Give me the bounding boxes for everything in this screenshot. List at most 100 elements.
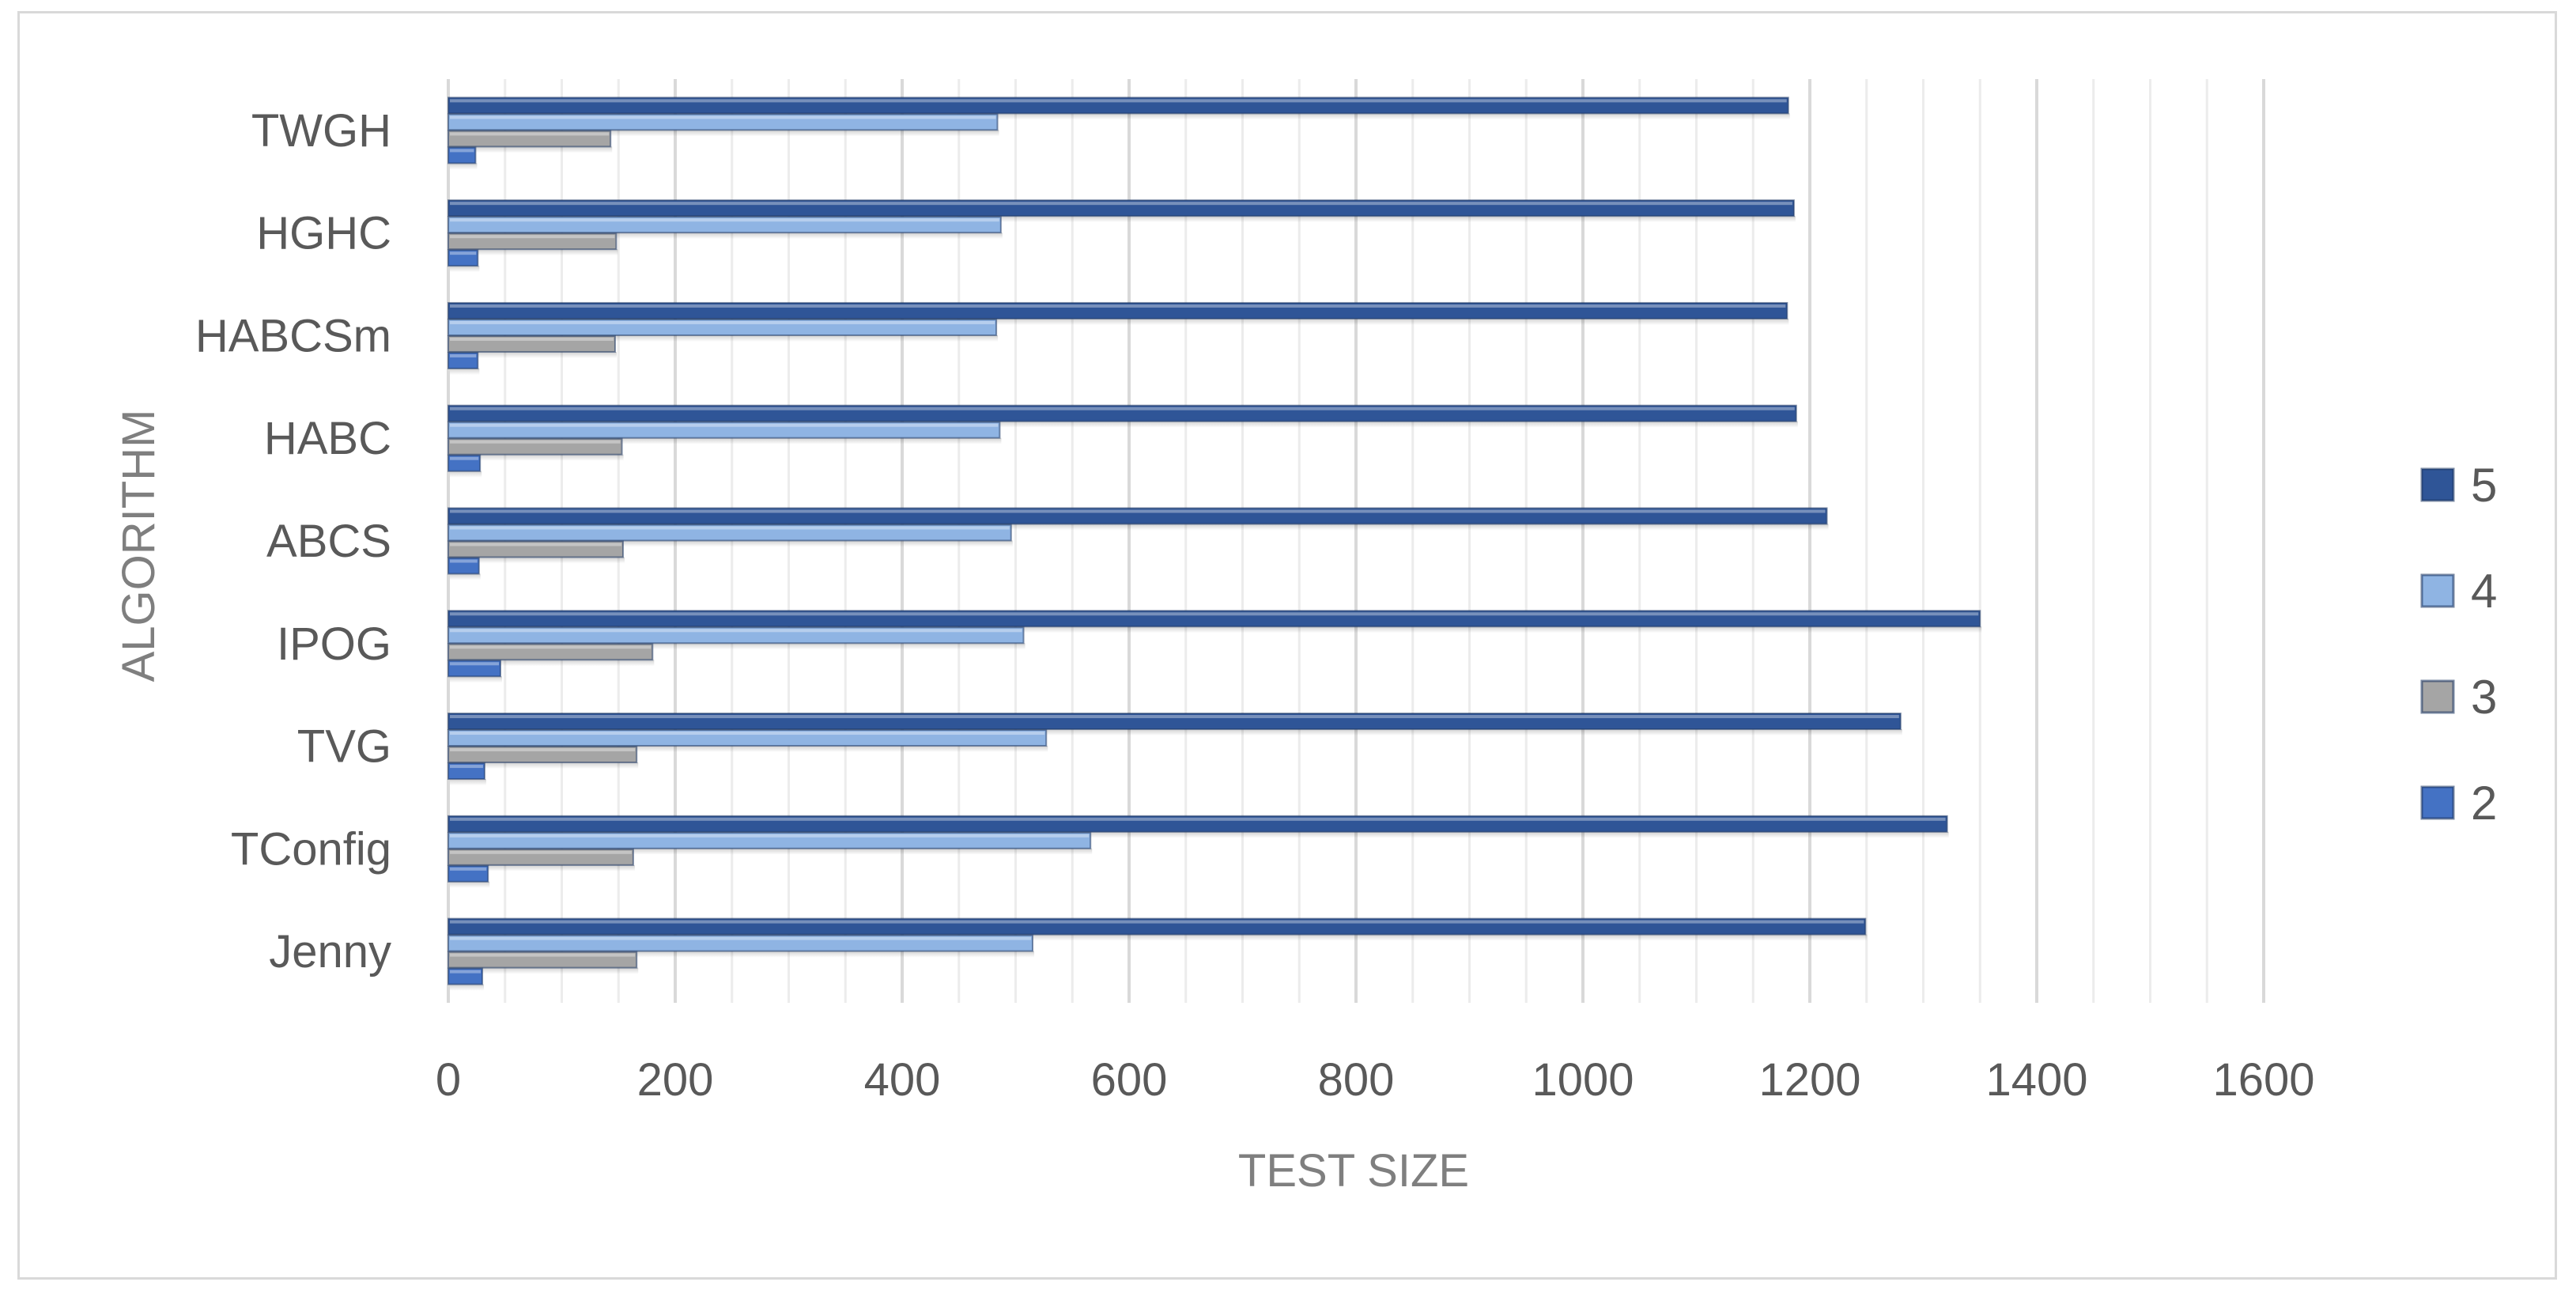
bar-shadow [450,951,1035,958]
bar-jenny-series-5 [448,917,1867,936]
y-tick-label: IPOG [277,618,391,670]
bar-shadow [450,351,617,358]
bar-highlight [450,99,1787,103]
bar-shadow [450,130,999,137]
bar-shadow [450,540,1013,547]
bar-highlight [450,218,999,222]
bar-habcsm-series-4 [448,318,998,336]
x-tick-label: 800 [1318,1054,1395,1106]
bar-shadow [450,573,481,580]
bar-abcs-series-2 [448,557,480,575]
bar-shadow [450,676,503,683]
bar-highlight [450,423,999,427]
x-axis-title: TEST SIZE [1238,1145,1469,1197]
x-tick-label: 1000 [1532,1054,1634,1106]
bar-habc-series-4 [448,421,1001,439]
bar-shadow [450,233,1003,240]
bar-shadow [450,762,639,770]
bar-highlight [450,662,500,666]
bar-shadow [450,881,490,888]
bar-tvg-series-3 [448,746,638,764]
bar-shadow [450,746,1048,753]
legend-swatch-3 [2420,679,2455,714]
legend-label-3: 3 [2471,671,2497,724]
bar-highlight [450,132,610,136]
bar-abcs-series-5 [448,507,1828,525]
bar-shadow [450,421,1798,428]
bar-shadow [450,113,1790,120]
bar-shadow [450,335,999,342]
bar-highlight [450,953,636,957]
y-tick-label: TConfig [231,823,391,875]
bar-highlight [450,936,1032,940]
bar-highlight [450,920,1864,924]
bar-highlight [450,834,1090,838]
bar-tvg-series-5 [448,713,1902,731]
bar-abcs-series-3 [448,540,624,558]
bar-ipog-series-4 [448,626,1025,645]
bar-highlight [450,115,996,119]
bar-highlight [450,629,1022,633]
bar-highlight [450,645,652,649]
y-tick-label: TWGH [251,105,391,157]
bar-shadow [450,967,639,974]
y-tick-label: HGHC [256,208,391,259]
bar-highlight [450,559,478,563]
bar-highlight [450,817,1946,821]
bar-ipog-series-5 [448,610,1981,628]
bar-shadow [450,831,1949,838]
bar-twgh-series-3 [448,130,612,148]
bar-highlight [450,337,614,341]
y-tick-label: TVG [297,721,391,773]
bar-highlight [450,440,621,444]
legend-label-2: 2 [2471,777,2497,830]
y-tick-label: Jenny [269,926,391,977]
bar-hghc-series-4 [448,216,1002,234]
bar-highlight [450,543,621,546]
bar-highlight [450,612,1979,616]
bar-habc-series-5 [448,404,1797,422]
bar-jenny-series-3 [448,951,638,969]
bar-shadow [450,660,655,667]
bar-twgh-series-2 [448,146,477,164]
bar-shadow [450,318,1789,325]
bar-highlight [450,304,1786,308]
y-tick-label: HABCSm [195,310,391,361]
bar-habc-series-2 [448,454,482,472]
bar-highlight [450,149,474,153]
x-tick-labels: 0 200 400 600 800 1000 1200 1400 1600 [436,1054,2315,1106]
bar-tconfig-series-4 [448,831,1092,849]
bar-shadow [450,524,1829,531]
bar-shadow [450,437,1002,444]
bar-ipog-series-2 [448,660,502,678]
bar-highlight [450,456,479,460]
bar-shadow [450,984,485,991]
bar-highlight [450,251,477,255]
bar-habc-series-3 [448,437,623,456]
bar-shadow [450,368,480,375]
y-tick-label: HABC [264,413,391,464]
bar-shadow [450,266,480,273]
bar-ipog-series-3 [448,643,654,661]
x-tick-label: 1600 [2212,1054,2314,1106]
bar-habcsm-series-2 [448,351,479,369]
bar-shadow [450,934,1868,941]
bar-highlight [450,509,1826,513]
bar-highlight [450,748,636,752]
bar-twgh-series-4 [448,113,999,131]
bar-tvg-series-4 [448,729,1048,747]
y-tick-labels: Jenny TConfig TVG IPOG ABCS HABC HABCSm HGHC TWG… [195,105,391,977]
x-tick-label: 200 [637,1054,714,1106]
bar-shadow [450,454,624,461]
legend-label-5: 5 [2471,459,2497,512]
bar-abcs-series-4 [448,524,1012,542]
bar-highlight [450,320,995,324]
bar-tconfig-series-3 [448,848,634,866]
bar-highlight [450,235,615,239]
x-tick-label: 400 [864,1054,941,1106]
bar-shadow [450,779,486,786]
bar-highlight [450,867,487,871]
bar-shadow [450,848,1093,855]
legend-swatch-2 [2420,785,2455,820]
